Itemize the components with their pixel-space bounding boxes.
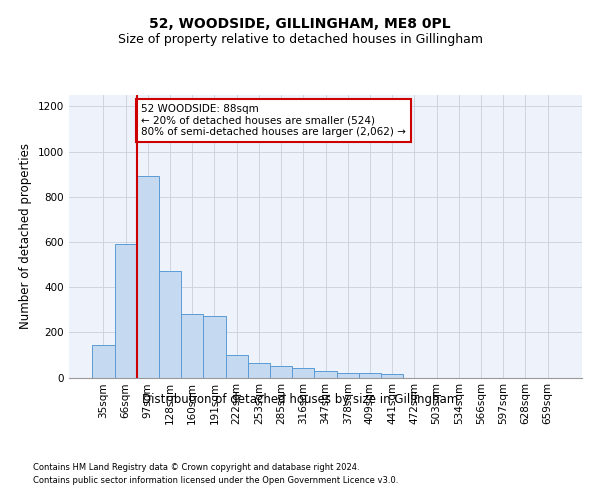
Y-axis label: Number of detached properties: Number of detached properties (19, 143, 32, 329)
Text: 52, WOODSIDE, GILLINGHAM, ME8 0PL: 52, WOODSIDE, GILLINGHAM, ME8 0PL (149, 18, 451, 32)
Bar (203, 316, 226, 378)
Bar (248, 363, 270, 378)
Text: Contains HM Land Registry data © Crown copyright and database right 2024.: Contains HM Land Registry data © Crown c… (33, 462, 359, 471)
Bar (314, 370, 337, 378)
Bar (159, 272, 181, 378)
Bar (337, 372, 359, 378)
Text: 52 WOODSIDE: 88sqm
← 20% of detached houses are smaller (524)
80% of semi-detach: 52 WOODSIDE: 88sqm ← 20% of detached hou… (141, 104, 406, 137)
Bar (92, 344, 115, 378)
Text: Contains public sector information licensed under the Open Government Licence v3: Contains public sector information licen… (33, 476, 398, 485)
Bar (181, 314, 203, 378)
Bar (270, 366, 292, 378)
Bar (226, 355, 248, 378)
Text: Distribution of detached houses by size in Gillingham: Distribution of detached houses by size … (142, 392, 458, 406)
Text: Size of property relative to detached houses in Gillingham: Size of property relative to detached ho… (118, 32, 482, 46)
Bar (137, 176, 159, 378)
Bar (359, 374, 381, 378)
Bar (292, 368, 314, 378)
Bar (381, 374, 403, 378)
Bar (115, 244, 137, 378)
